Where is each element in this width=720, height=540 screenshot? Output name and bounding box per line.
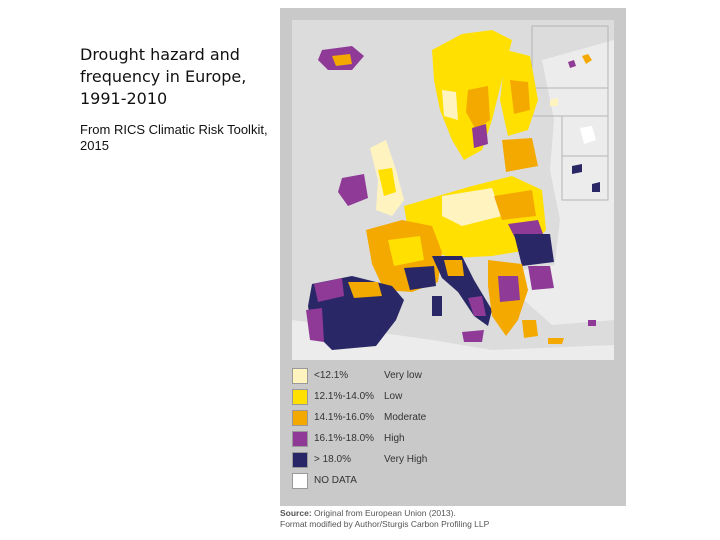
iceland-region — [332, 54, 352, 66]
legend-item-low: 12.1%-14.0% Low — [292, 389, 592, 405]
legend-item-very-high: > 18.0% Very High — [292, 452, 592, 468]
source-line-2: Format modified by Author/Sturgis Carbon… — [280, 519, 490, 529]
legend-level: Low — [384, 391, 403, 402]
legend-range: 12.1%-14.0% — [314, 391, 375, 402]
source-label: Source: — [280, 508, 312, 518]
portugal-region — [306, 308, 324, 342]
legend-item-moderate: 14.1%-16.0% Moderate — [292, 410, 592, 426]
germany-region — [442, 188, 502, 226]
inset-island — [582, 54, 592, 64]
map-svg — [292, 20, 614, 360]
norway-region — [442, 90, 458, 120]
slide-title: Drought hazard and frequency in Europe, … — [80, 45, 247, 108]
legend-swatch — [292, 410, 308, 426]
europe-drought-map — [292, 20, 614, 360]
bulgaria-region — [528, 266, 554, 290]
italy-north-region — [444, 260, 464, 276]
source-line-1: Original from European Union (2013). — [314, 508, 456, 518]
legend-range: <12.1% — [314, 370, 349, 381]
north-africa-land — [292, 320, 614, 360]
legend-level: Moderate — [384, 412, 427, 423]
inset-box-islands — [561, 155, 609, 201]
uk-region — [378, 168, 396, 196]
legend-range: > 18.0% — [314, 454, 351, 465]
spain-region — [348, 282, 382, 298]
baltic-region — [502, 138, 538, 172]
sardinia-region — [432, 296, 442, 316]
legend-swatch — [292, 452, 308, 468]
legend-range: NO DATA — [314, 475, 357, 486]
legend-level: Very High — [384, 454, 428, 465]
legend-item-high: 16.1%-18.0% High — [292, 431, 592, 447]
legend-level: Very low — [384, 370, 422, 381]
legend-swatch — [292, 368, 308, 384]
legend-level: High — [384, 433, 405, 444]
ireland-region — [338, 174, 368, 206]
legend-range: 14.1%-16.0% — [314, 412, 375, 423]
legend-range: 16.1%-18.0% — [314, 433, 375, 444]
greek-islands-region — [522, 320, 538, 338]
legend-swatch — [292, 389, 308, 405]
cyprus-region — [588, 320, 596, 326]
inset-island — [592, 182, 600, 192]
finland-region — [510, 80, 530, 114]
map-legend: <12.1% Very low 12.1%-14.0% Low 14.1%-16… — [292, 364, 614, 494]
inset-island — [550, 98, 558, 106]
legend-item-very-low: <12.1% Very low — [292, 368, 592, 384]
legend-item-no-data: NO DATA — [292, 473, 592, 489]
balkans-region — [498, 276, 520, 302]
inset-island — [568, 60, 576, 68]
france-region — [388, 236, 424, 266]
spain-north-region — [314, 278, 344, 302]
legend-swatch — [292, 473, 308, 489]
non-eu-land — [542, 40, 614, 320]
map-figure: <12.1% Very low 12.1%-14.0% Low 14.1%-16… — [280, 8, 626, 506]
inset-island — [572, 164, 582, 174]
romania-region — [514, 234, 554, 266]
italy-south-region — [468, 296, 486, 316]
inset-island — [580, 126, 596, 144]
legend-swatch — [292, 431, 308, 447]
france-south-region — [404, 266, 436, 290]
source-note: Source: Original from European Union (20… — [280, 508, 620, 530]
slide-subtitle: From RICS Climatic Risk Toolkit, 2015 — [80, 122, 268, 153]
sicily-region — [462, 330, 484, 342]
sweden-region — [466, 86, 490, 130]
crete-region — [548, 338, 564, 344]
poland-region — [494, 190, 536, 220]
sweden-south-region — [472, 124, 488, 148]
